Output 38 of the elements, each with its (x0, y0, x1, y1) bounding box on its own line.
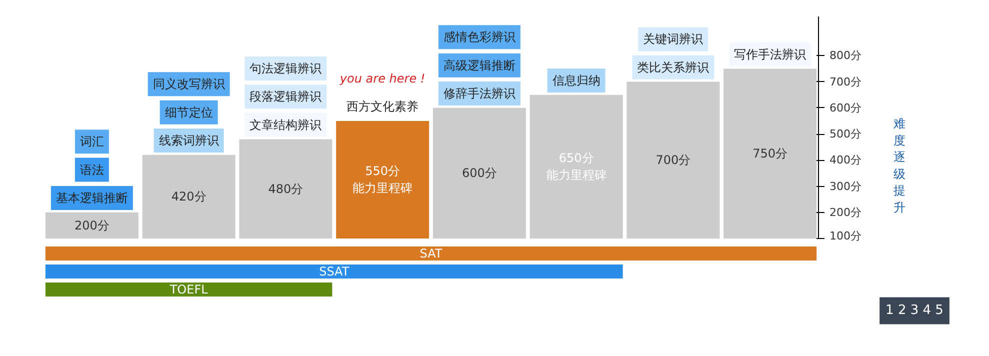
y-tick-label: 700分 (830, 75, 862, 88)
text: 难度逐级提升 (892, 116, 906, 214)
y-tick-label: 500分 (830, 128, 862, 141)
annotation: 感情色彩辨识 (443, 30, 516, 44)
text: SAT (420, 246, 443, 260)
annotation: 段落逻辑辨识 (250, 90, 322, 104)
annotation: 信息归纳 (552, 73, 600, 88)
data-label: 600分 (462, 166, 497, 180)
y-tick-label: 600分 (830, 101, 862, 114)
annotation: 句法逻辑辨识 (250, 61, 322, 76)
data-label: 700分 (656, 153, 691, 168)
annotation: 线索词辨识 (158, 134, 219, 148)
data-label: 480分 (268, 182, 304, 196)
annotation: 基本逻辑推断 (56, 191, 128, 206)
annotation: 文章结构辨识 (250, 118, 322, 132)
text: SSAT (319, 264, 350, 278)
data-label: 550分能力里程碑 (352, 164, 413, 196)
annotation: 修辞手法辨识 (443, 86, 516, 101)
data-label: 200分 (74, 218, 110, 232)
annotation: 西方文化素养 (346, 100, 419, 114)
annotation: 细节定位 (164, 105, 213, 120)
y-tick-label: 200分 (830, 206, 862, 219)
y-tick-label: 300分 (830, 180, 862, 193)
annotation: 写作手法辨识 (734, 47, 806, 62)
annotation: 关键词辨识 (643, 32, 704, 46)
annotation: 词汇 (80, 134, 104, 149)
y-tick-label: 400分 (830, 154, 862, 167)
y-tick-label: 100分 (830, 230, 862, 242)
text: TOEFL (168, 282, 208, 296)
annotation: you are here ! (338, 71, 426, 86)
annotation: 语法 (80, 162, 104, 177)
data-label: 750分 (752, 146, 788, 161)
data-label: 420分 (171, 190, 206, 204)
annotation: 高级逻辑推断 (443, 58, 516, 72)
text: 1 2 3 4 5 (886, 303, 944, 318)
annotation: 类比关系辨识 (637, 60, 710, 74)
y-tick-label: 800分 (830, 49, 862, 62)
annotation: 同义改写辨识 (152, 77, 225, 92)
